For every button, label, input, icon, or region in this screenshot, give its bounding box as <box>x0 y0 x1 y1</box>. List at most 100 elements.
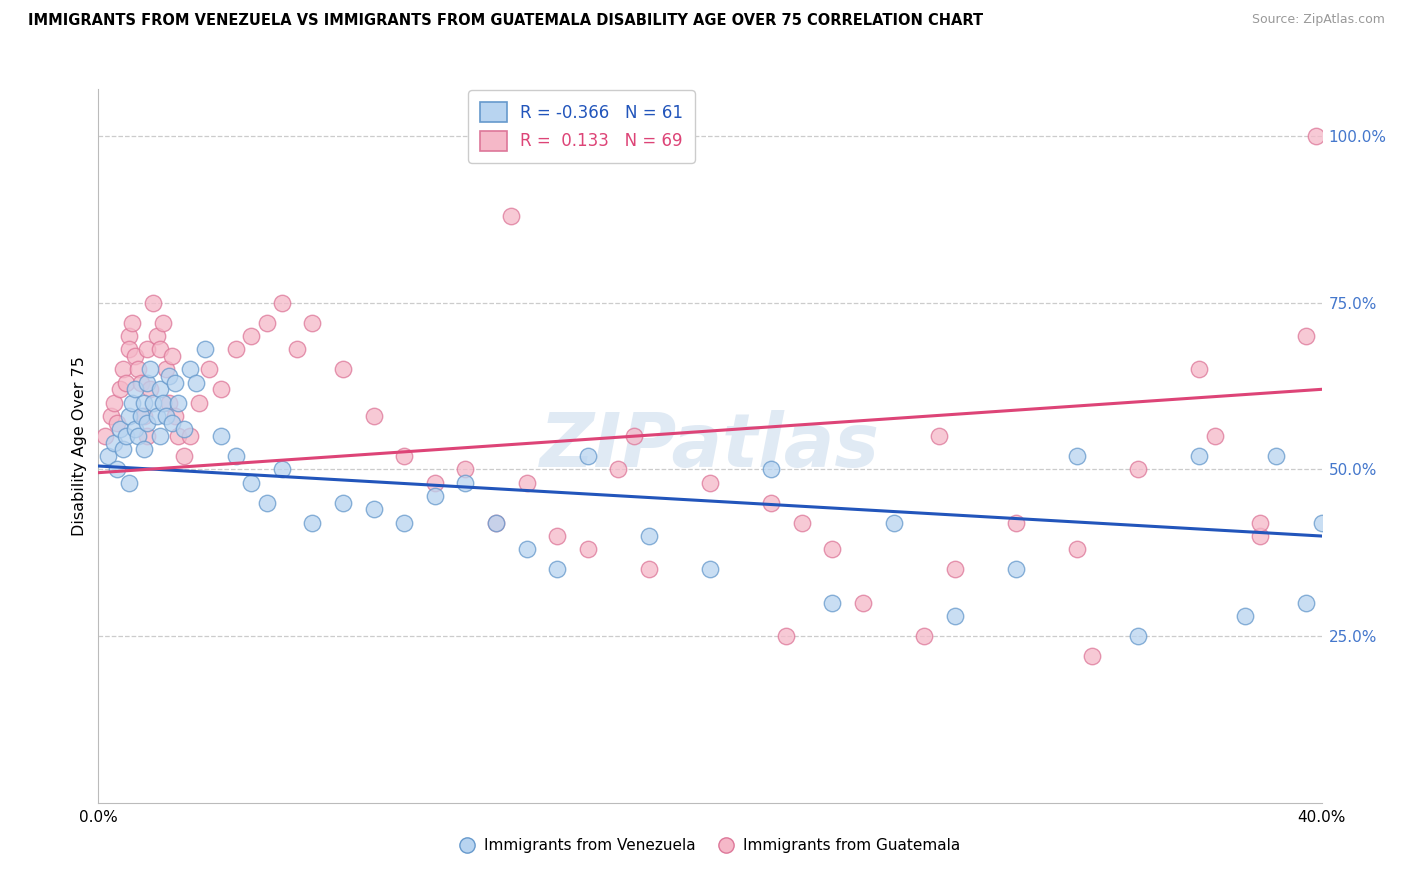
Point <box>111 442 134 457</box>
Point <box>623 429 645 443</box>
Point <box>152 395 174 409</box>
Point <box>363 502 385 516</box>
Point <box>225 343 247 357</box>
Point <box>1295 329 1317 343</box>
Point <box>423 475 446 490</box>
Point <box>546 562 568 576</box>
Point <box>516 542 538 557</box>
Point <box>285 343 308 357</box>
Point <box>129 409 152 423</box>
Point <box>761 496 783 510</box>
Point <box>761 462 783 476</box>
Point <box>821 542 844 557</box>
Point <box>179 429 201 443</box>
Point <box>1295 596 1317 610</box>
Point <box>160 349 183 363</box>
Point <box>454 462 477 476</box>
Point <box>1004 516 1026 530</box>
Point <box>167 429 190 443</box>
Text: Source: ZipAtlas.com: Source: ZipAtlas.com <box>1251 13 1385 27</box>
Point <box>179 362 201 376</box>
Point <box>149 382 172 396</box>
Point <box>576 449 599 463</box>
Point <box>240 475 263 490</box>
Point <box>136 343 159 357</box>
Point <box>301 516 323 530</box>
Point <box>155 409 177 423</box>
Point <box>127 429 149 443</box>
Point <box>209 429 232 443</box>
Point <box>157 395 180 409</box>
Point <box>118 409 141 423</box>
Point <box>516 475 538 490</box>
Point <box>103 395 125 409</box>
Point <box>103 435 125 450</box>
Point <box>485 516 508 530</box>
Point <box>108 422 131 436</box>
Point <box>607 462 630 476</box>
Text: IMMIGRANTS FROM VENEZUELA VS IMMIGRANTS FROM GUATEMALA DISABILITY AGE OVER 75 CO: IMMIGRANTS FROM VENEZUELA VS IMMIGRANTS … <box>28 13 983 29</box>
Point <box>928 429 950 443</box>
Point <box>155 362 177 376</box>
Point <box>97 449 120 463</box>
Point <box>149 429 172 443</box>
Point <box>115 376 138 390</box>
Point <box>454 475 477 490</box>
Point <box>134 442 156 457</box>
Point <box>225 449 247 463</box>
Point <box>118 475 141 490</box>
Point <box>194 343 217 357</box>
Point <box>1305 128 1327 143</box>
Point <box>157 368 180 383</box>
Point <box>160 416 183 430</box>
Point <box>121 316 143 330</box>
Point <box>699 475 721 490</box>
Point <box>134 409 156 423</box>
Point <box>1188 449 1211 463</box>
Point <box>1204 429 1226 443</box>
Point <box>392 516 416 530</box>
Point <box>118 329 141 343</box>
Text: ZIPatlas: ZIPatlas <box>540 409 880 483</box>
Point <box>638 529 661 543</box>
Point <box>1081 649 1104 664</box>
Point <box>152 316 174 330</box>
Point <box>127 362 149 376</box>
Point <box>1310 516 1333 530</box>
Point <box>173 449 195 463</box>
Point <box>546 529 568 543</box>
Point <box>163 409 186 423</box>
Point <box>301 316 323 330</box>
Point <box>1128 462 1150 476</box>
Point <box>163 376 186 390</box>
Point <box>142 295 165 310</box>
Y-axis label: Disability Age Over 75: Disability Age Over 75 <box>72 356 87 536</box>
Point <box>209 382 232 396</box>
Point <box>108 382 131 396</box>
Point <box>576 542 599 557</box>
Point <box>332 496 354 510</box>
Point <box>943 562 966 576</box>
Point <box>332 362 354 376</box>
Point <box>1250 529 1272 543</box>
Legend: Immigrants from Venezuela, Immigrants from Guatemala: Immigrants from Venezuela, Immigrants fr… <box>454 832 966 859</box>
Point <box>790 516 813 530</box>
Point <box>270 295 294 310</box>
Point <box>485 516 508 530</box>
Point <box>1066 542 1088 557</box>
Point <box>186 376 208 390</box>
Point <box>149 343 172 357</box>
Point <box>775 629 797 643</box>
Point <box>392 449 416 463</box>
Point <box>111 362 134 376</box>
Point <box>912 629 935 643</box>
Point <box>124 422 146 436</box>
Point <box>93 429 115 443</box>
Point <box>501 209 523 223</box>
Point <box>1066 449 1088 463</box>
Point <box>136 429 159 443</box>
Point <box>821 596 844 610</box>
Point <box>129 376 152 390</box>
Point <box>136 376 159 390</box>
Point <box>1250 516 1272 530</box>
